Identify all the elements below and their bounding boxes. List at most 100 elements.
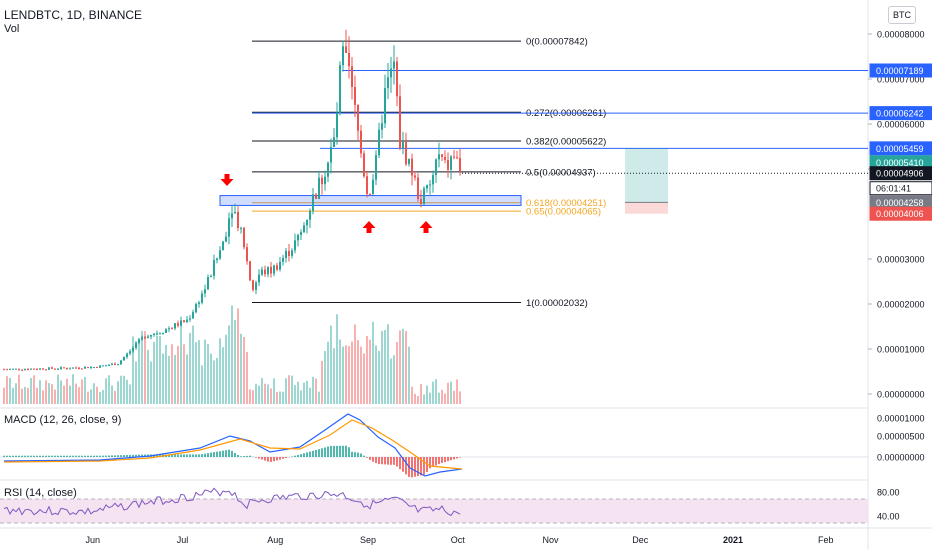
candle-body bbox=[267, 267, 269, 274]
candle-body bbox=[411, 159, 413, 176]
volume-bar bbox=[441, 390, 443, 404]
candle-body bbox=[441, 154, 443, 157]
volume-bar bbox=[450, 382, 452, 404]
macd-histogram-bar bbox=[372, 457, 374, 462]
candle-body bbox=[285, 251, 287, 258]
candle-body bbox=[252, 280, 254, 290]
macd-histogram-bar bbox=[237, 455, 239, 457]
candle-body bbox=[105, 365, 107, 366]
macd-histogram-bar bbox=[36, 456, 38, 457]
volume-bar bbox=[87, 392, 89, 404]
macd-histogram-bar bbox=[174, 454, 176, 457]
candle-body bbox=[87, 367, 89, 368]
volume-bar bbox=[330, 326, 332, 404]
currency-button[interactable]: BTC bbox=[888, 6, 916, 24]
candle-body bbox=[438, 154, 440, 159]
time-label: Jul bbox=[177, 535, 189, 545]
candle-body bbox=[144, 337, 146, 338]
volume-bar bbox=[231, 305, 233, 404]
macd-histogram-bar bbox=[264, 457, 266, 461]
macd-histogram-bar bbox=[42, 456, 44, 457]
macd-histogram-bar bbox=[132, 455, 134, 457]
macd-histogram-bar bbox=[438, 457, 440, 464]
volume-bar bbox=[138, 339, 140, 404]
rsi-tick-label: 40.00 bbox=[877, 512, 900, 522]
candle-body bbox=[42, 368, 44, 369]
time-label: Jun bbox=[85, 535, 100, 545]
macd-histogram-bar bbox=[390, 457, 392, 465]
price-tag-label: 0.00004258 bbox=[876, 198, 924, 208]
macd-histogram-bar bbox=[48, 456, 50, 457]
candle-body bbox=[444, 157, 446, 160]
candle-body bbox=[201, 294, 203, 303]
candle-body bbox=[435, 159, 437, 175]
candle-body bbox=[426, 185, 428, 188]
macd-histogram-bar bbox=[243, 456, 245, 457]
symbol-title: LENDBTC, 1D, BINANCE bbox=[4, 8, 142, 22]
candle-body bbox=[276, 265, 278, 269]
macd-histogram-bar bbox=[459, 457, 461, 458]
macd-histogram-bar bbox=[90, 456, 92, 457]
candle-body bbox=[30, 369, 32, 370]
macd-histogram-bar bbox=[444, 457, 446, 462]
volume-bar bbox=[210, 354, 212, 404]
candle-body bbox=[447, 160, 449, 170]
macd-histogram-bar bbox=[249, 456, 251, 457]
volume-bar bbox=[81, 379, 83, 404]
macd-histogram-bar bbox=[234, 453, 236, 457]
macd-histogram-bar bbox=[51, 456, 53, 457]
candle-body bbox=[393, 61, 395, 68]
candle-body bbox=[183, 320, 185, 322]
volume-bar bbox=[30, 378, 32, 404]
candle-body bbox=[429, 184, 431, 185]
volume-bar bbox=[369, 340, 371, 404]
volume-label: Vol bbox=[4, 23, 19, 35]
volume-bar bbox=[174, 355, 176, 404]
macd-histogram-bar bbox=[9, 456, 11, 457]
volume-bar bbox=[240, 334, 242, 404]
candle-body bbox=[369, 194, 371, 195]
support-zone[interactable] bbox=[220, 196, 521, 206]
volume-bar bbox=[273, 378, 275, 404]
macd-histogram-bar bbox=[240, 456, 242, 457]
macd-histogram-bar bbox=[258, 457, 260, 459]
candle-body bbox=[222, 242, 224, 251]
candle-body bbox=[432, 175, 434, 184]
volume-bar bbox=[258, 386, 260, 404]
macd-histogram-bar bbox=[204, 454, 206, 457]
candle-body bbox=[93, 367, 95, 368]
time-label: Feb bbox=[818, 535, 834, 545]
fib-level-label: 0.382(0.00005622) bbox=[526, 137, 606, 148]
candle-body bbox=[138, 339, 140, 342]
macd-histogram-bar bbox=[57, 456, 59, 457]
candle-body bbox=[339, 65, 341, 113]
candle-body bbox=[69, 369, 71, 370]
candle-body bbox=[366, 176, 368, 194]
macd-histogram-bar bbox=[222, 451, 224, 457]
candle-body bbox=[108, 365, 110, 366]
fib-level-label: 0(0.00007842) bbox=[526, 37, 588, 48]
macd-histogram-bar bbox=[21, 456, 23, 457]
candle-body bbox=[258, 275, 260, 283]
macd-histogram-bar bbox=[195, 454, 197, 457]
volume-bar bbox=[222, 347, 224, 404]
macd-histogram-bar bbox=[72, 456, 74, 457]
volume-bar bbox=[429, 393, 431, 404]
candle-body bbox=[330, 147, 332, 163]
candle-body bbox=[60, 367, 62, 369]
candle-body bbox=[66, 368, 68, 369]
volume-bar bbox=[162, 353, 164, 404]
macd-histogram-bar bbox=[63, 456, 65, 457]
candle-body bbox=[9, 369, 11, 370]
price-tick-label: 0.00002000 bbox=[877, 300, 925, 310]
macd-histogram-bar bbox=[117, 455, 119, 457]
macd-histogram-bar bbox=[216, 452, 218, 457]
price-tick-label: 0.00003000 bbox=[877, 255, 925, 265]
volume-bar bbox=[321, 361, 323, 404]
candle-body bbox=[375, 155, 377, 180]
macd-histogram-bar bbox=[183, 454, 185, 457]
candle-body bbox=[387, 77, 389, 88]
candle-body bbox=[102, 365, 104, 366]
